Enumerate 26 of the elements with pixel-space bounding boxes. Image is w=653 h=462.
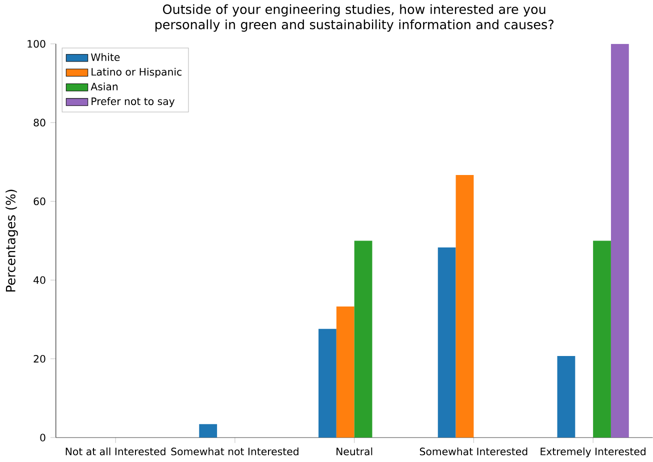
y-tick-label: 60 (34, 198, 46, 206)
legend-label: Prefer not to say (92, 97, 175, 108)
bar (438, 248, 456, 438)
legend-label: Asian (90, 82, 118, 91)
y-tick-label: 100 (28, 40, 46, 48)
bar (610, 44, 629, 438)
y-axis-title: Percentages (%) (6, 190, 18, 292)
chart-title: Outside of your engineering studies, how interested are you personally in green and sustainability information and causes? (155, 4, 554, 32)
y-tick-label: 40 (34, 276, 46, 284)
x-tick-label: Somewhat not Interested (171, 448, 298, 456)
y-tick-label: 0 (40, 434, 46, 442)
x-tick-label: Somewhat Interested (420, 448, 528, 456)
bar (456, 175, 474, 438)
legend-label: White (90, 53, 120, 62)
bar (336, 306, 354, 438)
bar (199, 424, 218, 438)
bar (318, 329, 336, 438)
y-tick-label: 20 (34, 355, 46, 363)
x-tick-label: Not at all Interested (66, 448, 166, 456)
bar (593, 240, 611, 438)
legend-label: Latino or Hispanic (92, 68, 182, 78)
y-tick-label: 80 (34, 118, 46, 127)
x-tick-label: Extremely Interested (540, 448, 646, 458)
bar (557, 356, 576, 438)
x-tick-label: Neutral (336, 448, 372, 456)
bar (354, 240, 372, 438)
